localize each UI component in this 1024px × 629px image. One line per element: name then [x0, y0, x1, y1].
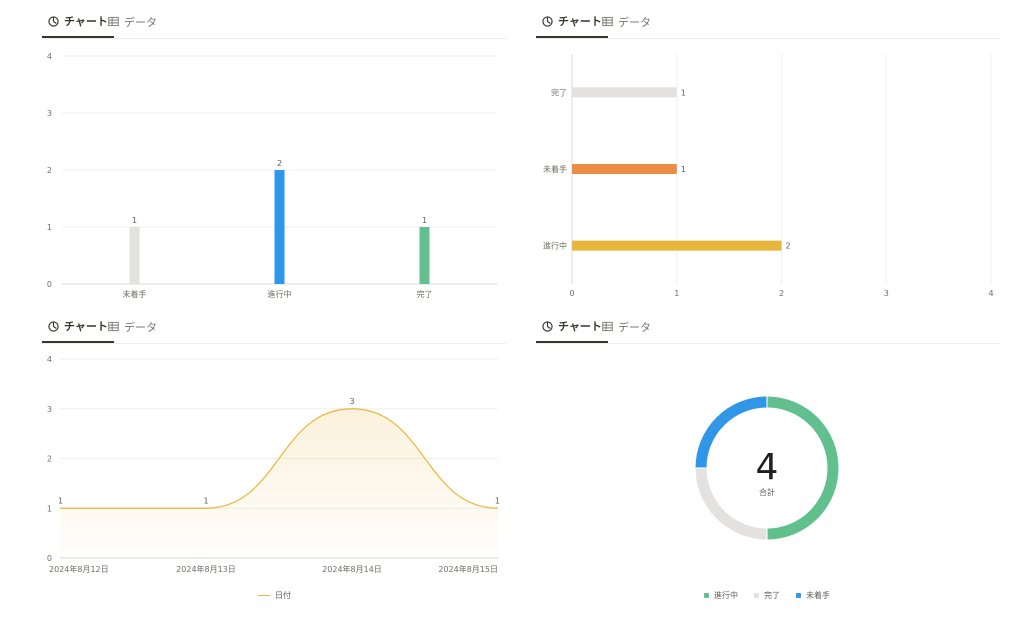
- y-tick-label: 3: [47, 109, 52, 118]
- tab-chart-label: チャート: [558, 15, 602, 28]
- y-tick-label: 2: [47, 166, 52, 175]
- total-label: 合計: [759, 487, 775, 497]
- x-tick-label: 2024年8月14日: [322, 564, 382, 574]
- legend-item[interactable]: 完了: [754, 590, 780, 601]
- tab-data-label: データ: [124, 15, 157, 29]
- x-tick-label: 0: [569, 289, 574, 298]
- table-icon: [108, 321, 119, 332]
- bar: [129, 227, 140, 284]
- tab-chart[interactable]: チャート: [536, 311, 608, 343]
- legend-item[interactable]: 未着手: [796, 590, 830, 601]
- donut-chart-legend: 進行中 完了 未着手: [704, 590, 830, 601]
- donut-chart: 4合計: [695, 396, 839, 540]
- chart-icon: [542, 15, 553, 27]
- bar: [572, 240, 782, 251]
- bar: [572, 87, 677, 98]
- bar-value-label: 1: [132, 216, 137, 225]
- view-tabs: チャート データ: [42, 311, 506, 344]
- y-tick-label: 1: [47, 223, 52, 232]
- total-value: 4: [756, 447, 779, 488]
- x-tick-label: 4: [988, 289, 993, 298]
- point-value-label: 1: [495, 496, 500, 505]
- legend-label: 未着手: [806, 591, 830, 600]
- table-icon: [602, 16, 613, 27]
- legend-color-swatch: [796, 593, 801, 598]
- tab-chart[interactable]: チャート: [42, 311, 114, 343]
- chart-icon: [48, 320, 59, 332]
- tab-chart-label: チャート: [64, 320, 108, 333]
- tab-chart[interactable]: チャート: [536, 6, 608, 38]
- legend-line-swatch: [258, 595, 270, 596]
- tab-data-label: データ: [618, 320, 651, 334]
- bar-value-label: 1: [681, 88, 686, 97]
- series-line: [60, 408, 499, 509]
- y-tick-label: 4: [47, 52, 52, 61]
- date-area-chart-panel: チャート データ 0 1 2 3 4 1 1 3 1 2024年8月12日 2024年8月13日 20…: [42, 311, 506, 611]
- y-tick-label: 進行中: [543, 241, 567, 251]
- y-tick-label: 4: [47, 355, 52, 364]
- vertical-bar-chart: 0 1 2 3 4 1 未着手 2 進行中 1 完了: [47, 52, 497, 299]
- tab-data[interactable]: データ: [602, 311, 651, 342]
- status-hbar-chart-panel: チャート データ 0 1 2 3 4 1 完了 1 未着手 2 進行中: [536, 6, 1000, 306]
- y-tick-label: 0: [47, 280, 52, 289]
- x-tick-label: 2: [779, 289, 784, 298]
- x-tick-label: 未着手: [123, 289, 147, 299]
- bar-value-label: 2: [786, 242, 791, 251]
- x-tick-label: 2024年8月13日: [176, 564, 236, 574]
- horizontal-bar-chart: 0 1 2 3 4 1 完了 1 未着手 2 進行中: [543, 54, 994, 298]
- legend-label: 完了: [764, 591, 780, 600]
- tab-chart[interactable]: チャート: [42, 6, 114, 38]
- y-tick-label: 未着手: [543, 164, 567, 174]
- bar-value-label: 1: [422, 216, 427, 225]
- x-tick-label: 2024年8月12日: [49, 564, 109, 574]
- table-icon: [108, 16, 119, 27]
- status-donut-chart-panel: チャート データ 4 合計 進行中 完了 未着手: [536, 311, 1000, 611]
- donut-slice: [767, 396, 839, 540]
- donut-slice: [695, 396, 767, 468]
- y-tick-label: 完了: [551, 87, 567, 97]
- x-tick-label: 進行中: [268, 289, 292, 299]
- point-value-label: 3: [349, 397, 354, 406]
- x-tick-label: 2024年8月15日: [438, 564, 498, 574]
- y-tick-label: 0: [47, 554, 52, 563]
- bar: [419, 227, 430, 284]
- legend-item[interactable]: 日付: [258, 590, 291, 601]
- point-value-label: 1: [58, 496, 63, 505]
- point-value-label: 1: [203, 496, 208, 505]
- chart-icon: [48, 15, 59, 27]
- tab-data-label: データ: [618, 15, 651, 29]
- legend-label: 日付: [275, 591, 291, 600]
- y-tick-label: 1: [47, 504, 52, 513]
- bar-value-label: 2: [277, 159, 282, 168]
- donut-slice: [695, 468, 767, 540]
- tab-data-label: データ: [124, 320, 157, 334]
- x-tick-label: 完了: [417, 289, 433, 299]
- area-fill: [60, 408, 498, 558]
- bar: [572, 164, 677, 174]
- legend-label: 進行中: [714, 591, 738, 600]
- y-tick-label: 2: [47, 455, 52, 464]
- legend-item[interactable]: 進行中: [704, 590, 738, 601]
- bar-value-label: 1: [681, 165, 686, 174]
- status-bar-chart-panel: チャート データ 0 1 2 3 4 1 未着手 2 進行中 1 完了: [42, 6, 506, 306]
- bar: [274, 170, 285, 284]
- tab-data[interactable]: データ: [108, 6, 157, 37]
- view-tabs: チャート データ: [42, 6, 506, 39]
- legend-color-swatch: [754, 593, 759, 598]
- legend-color-swatch: [704, 593, 709, 598]
- tab-chart-label: チャート: [64, 15, 108, 28]
- area-chart-legend: 日付: [258, 590, 291, 601]
- tab-data[interactable]: データ: [602, 6, 651, 37]
- tab-chart-label: チャート: [558, 320, 602, 333]
- x-tick-label: 3: [884, 289, 889, 298]
- chart-icon: [542, 320, 553, 332]
- x-tick-label: 1: [674, 289, 679, 298]
- tab-data[interactable]: データ: [108, 311, 157, 342]
- view-tabs: チャート データ: [536, 6, 1000, 39]
- table-icon: [602, 321, 613, 332]
- view-tabs: チャート データ: [536, 311, 1000, 344]
- y-tick-label: 3: [47, 405, 52, 414]
